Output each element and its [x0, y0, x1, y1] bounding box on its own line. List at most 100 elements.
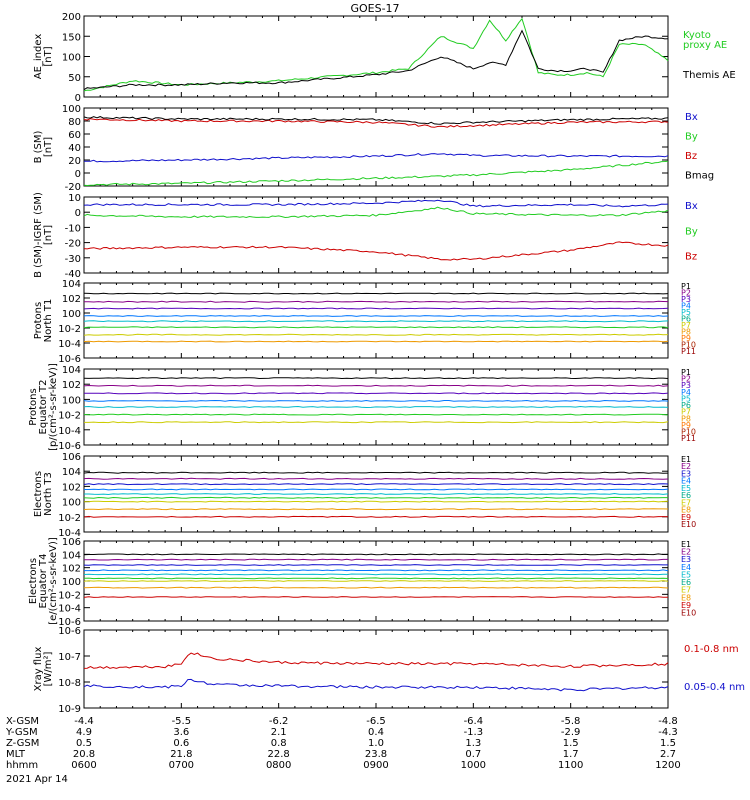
- series-line-p6: [83, 326, 669, 329]
- series-line-p3: [83, 392, 669, 395]
- panel-frame-3: [83, 196, 669, 274]
- series-line-p8: [83, 340, 669, 343]
- series-line-p1: [83, 377, 669, 380]
- series-line-e9: [83, 515, 669, 518]
- legend-bmag: Bmag: [685, 171, 714, 182]
- legend-bz: Bz: [685, 252, 697, 263]
- y-tick-label: 150: [62, 32, 81, 43]
- y-axis-label: [p/(cm²-s-sr-keV)]: [48, 363, 59, 451]
- ephemeris-label-y-gsm: Y-GSM: [5, 727, 38, 738]
- y-tick-label: 10-9: [58, 704, 81, 715]
- legend-e7: E7: [681, 498, 691, 507]
- y-tick-label: 100: [62, 309, 81, 320]
- legend-p1: P1: [681, 368, 691, 377]
- x-tick-label: -6.4: [464, 716, 484, 727]
- ephemeris-value: 1.5: [563, 738, 579, 749]
- ephemeris-value: 22.8: [268, 749, 290, 760]
- y-tick-label: 100: [62, 498, 81, 509]
- legend-0-05-0-4-nm: 0.05-0.4 nm: [684, 682, 745, 693]
- y-tick-label: 10-6: [58, 441, 81, 452]
- series-line-bmag: [83, 116, 669, 125]
- x-tick-label: -6.2: [269, 716, 289, 727]
- ephemeris-value: 0700: [169, 760, 194, 771]
- y-tick-label: 0: [75, 169, 81, 180]
- y-axis-label: Electrons: [33, 471, 44, 517]
- y-tick-label: 10: [68, 193, 81, 204]
- ephemeris-value: 4.9: [76, 727, 92, 738]
- series-line-p1: [83, 292, 669, 295]
- series-line-e6: [83, 577, 669, 580]
- legend-p4: P4: [681, 388, 691, 397]
- series-line-p2: [83, 384, 669, 387]
- x-tick-label: -5.5: [172, 716, 192, 727]
- y-axis-label: North T3: [43, 472, 54, 516]
- legend-e1: E1: [681, 455, 691, 464]
- series-line-kyoto-proxy-ae: [83, 17, 669, 92]
- x-tick-label: -5.8: [561, 716, 581, 727]
- series-line-e7: [83, 500, 669, 503]
- ephemeris-value: 1100: [558, 760, 583, 771]
- y-tick-label: 10-4: [58, 528, 81, 539]
- legend-e6: E6: [681, 578, 691, 587]
- legend-p10: P10: [681, 427, 696, 436]
- series-line-p6: [83, 413, 669, 416]
- ephemeris-value: 0.6: [173, 738, 189, 749]
- y-tick-label: 102: [62, 380, 81, 391]
- series-line-e4: [84, 569, 669, 572]
- y-tick-label: 10-6: [58, 617, 81, 628]
- legend-e8: E8: [681, 593, 691, 602]
- y-tick-label: -20: [65, 182, 81, 193]
- legend-kyoto: Kyoto: [683, 30, 711, 41]
- legend-p5: P5: [681, 308, 691, 317]
- ephemeris-value: 1.3: [465, 738, 481, 749]
- ephemeris-value: 1200: [655, 760, 680, 771]
- series-line-p7: [84, 421, 669, 424]
- legend-e5: E5: [681, 570, 691, 579]
- y-tick-label: -20: [65, 239, 81, 250]
- series-line-p5: [83, 405, 669, 409]
- series-line-e6: [83, 496, 668, 499]
- y-tick-label: 60: [68, 130, 81, 141]
- legend-p3: P3: [681, 295, 691, 304]
- legend-p2: P2: [681, 289, 691, 298]
- legend-0-1-0-8-nm: 0.1-0.8 nm: [684, 644, 739, 655]
- legend-p7: P7: [681, 321, 691, 330]
- y-axis-label: AE_index: [33, 34, 44, 80]
- series-line-bx: [83, 152, 669, 163]
- legend-p9: P9: [681, 334, 691, 343]
- series-line-p2: [83, 300, 669, 303]
- series-line-e3: [83, 483, 669, 486]
- legend-p6: P6: [681, 401, 691, 410]
- y-tick-label: 50: [68, 73, 81, 84]
- y-tick-label: 0: [75, 93, 81, 104]
- series-line-e7: [83, 580, 669, 582]
- ephemeris-label-hhmm: hhmm: [6, 760, 38, 771]
- ephemeris-value: 0800: [266, 760, 291, 771]
- y-tick-label: 102: [62, 482, 81, 493]
- y-tick-label: -30: [65, 254, 81, 265]
- y-tick-label: 10-2: [58, 324, 81, 335]
- series-line-p7: [83, 333, 669, 336]
- y-tick-label: -40: [65, 269, 81, 280]
- legend-by: By: [685, 132, 698, 143]
- series-line-p4: [83, 399, 669, 402]
- legend-e3: E3: [681, 469, 691, 478]
- series-line-e8: [83, 586, 669, 589]
- y-tick-label: 102: [62, 564, 81, 575]
- legend-e7: E7: [681, 586, 691, 595]
- series-line-by: [83, 206, 669, 219]
- y-axis-label: North T1: [43, 299, 54, 343]
- legend-themis-ae: Themis AE: [682, 70, 736, 81]
- ephemeris-label-x-gsm: X-GSM: [6, 716, 39, 727]
- series-line-e3: [83, 564, 668, 566]
- legend-p3: P3: [681, 381, 691, 390]
- legend-p11: P11: [681, 347, 696, 356]
- y-axis-label: [nT]: [43, 46, 54, 66]
- series-line-bz: [83, 241, 669, 261]
- legend-e6: E6: [681, 491, 691, 500]
- ephemeris-value: -2.9: [561, 727, 581, 738]
- legend-e2: E2: [681, 462, 691, 471]
- date-label: 2021 Apr 14: [6, 774, 68, 785]
- ephemeris-value: 1000: [461, 760, 486, 771]
